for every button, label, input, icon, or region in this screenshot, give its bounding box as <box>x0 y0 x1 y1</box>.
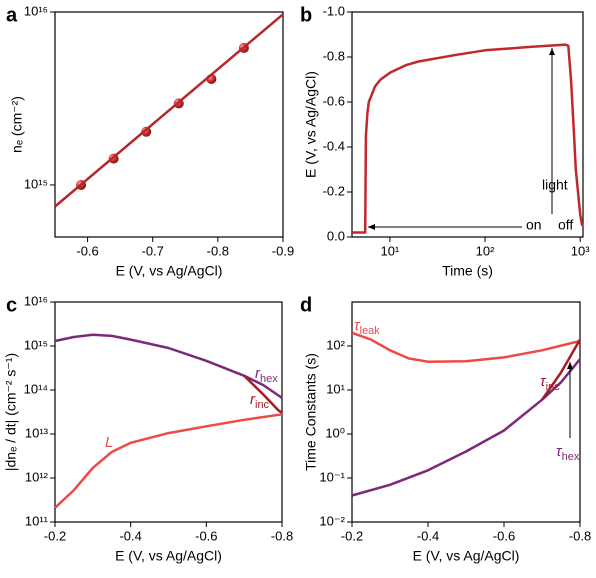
series-subscript: inc <box>546 381 561 393</box>
series-name: L <box>105 434 113 451</box>
x-tick-label: -0.4 <box>417 528 439 543</box>
series-subscript: inc <box>255 399 270 411</box>
data-point <box>141 126 152 137</box>
series-name: r <box>250 391 256 408</box>
data-line <box>243 374 283 414</box>
y-tick-label: 10⁻² <box>319 513 345 528</box>
series-subscript: hex <box>260 373 278 385</box>
x-axis-title: E (V, vs Ag/AgCl) <box>413 548 520 564</box>
x-tick-label: 10² <box>476 243 495 258</box>
series-label: rhex <box>255 365 278 385</box>
series-subscript: leak <box>360 325 381 337</box>
y-tick-label: -0.8 <box>323 48 345 63</box>
y-tick-label: -0.2 <box>323 183 345 198</box>
x-axis-title: E (V, vs Ag/AgCl) <box>115 548 222 564</box>
data-line <box>54 333 283 399</box>
series-label: L <box>105 434 113 451</box>
panel-letter: b <box>300 4 312 26</box>
y-tick-label: 10¹¹ <box>25 513 49 528</box>
panel-letter: d <box>300 294 312 316</box>
data-line <box>352 43 584 234</box>
y-tick-label: 10¹⁵ <box>24 337 48 352</box>
y-axis-title: E (V, vs Ag/AgCl) <box>303 71 319 178</box>
y-tick-label: 10⁰ <box>325 425 345 440</box>
y-tick-label: 10¹² <box>25 469 49 484</box>
series-label: τinc <box>540 373 560 393</box>
y-tick-label: 10¹⁶ <box>24 3 48 18</box>
x-tick-label: -0.8 <box>569 528 591 543</box>
x-tick-label: 10¹ <box>380 243 399 258</box>
x-tick-label: -0.6 <box>493 528 515 543</box>
data-line <box>54 13 284 208</box>
panel-letter: a <box>6 4 18 26</box>
x-tick-label: -0.9 <box>272 243 294 258</box>
x-axis-title: E (V, vs Ag/AgCl) <box>116 263 223 279</box>
y-tick-label: 10¹⁵ <box>24 176 48 191</box>
series-name: r <box>255 365 261 382</box>
x-axis-title: Time (s) <box>442 263 493 279</box>
annotation: on <box>526 217 542 233</box>
series-label: rinc <box>250 391 270 411</box>
x-tick-label: -0.2 <box>44 528 66 543</box>
x-tick-label: -0.2 <box>341 528 363 543</box>
annotation: off <box>558 217 573 233</box>
y-tick-label: 10¹³ <box>25 425 49 440</box>
plot-frame <box>351 301 581 523</box>
series-name: τ <box>354 317 361 334</box>
y-tick-label: 10¹⁶ <box>24 293 48 308</box>
y-tick-label: 10¹ <box>326 381 345 396</box>
series-label: τleak <box>354 317 380 337</box>
series-subscript: hex <box>562 451 580 463</box>
y-tick-label: 10¹⁴ <box>24 381 48 396</box>
data-line <box>54 413 283 509</box>
plot-frame <box>351 11 584 238</box>
y-tick-label: 0.0 <box>327 228 345 243</box>
x-tick-label: -0.6 <box>195 528 217 543</box>
x-tick-label: -0.8 <box>271 528 293 543</box>
y-tick-label: -1.0 <box>323 3 345 18</box>
annotation: light <box>542 177 568 193</box>
y-axis-title: nₑ (cm⁻²) <box>9 96 25 153</box>
x-tick-label: -0.4 <box>119 528 141 543</box>
y-axis-title: Time Constants (s) <box>303 353 319 471</box>
y-tick-label: -0.4 <box>323 138 345 153</box>
y-axis-title: |dnₑ / dt| (cm⁻² s⁻¹) <box>3 353 19 471</box>
data-line <box>351 331 581 363</box>
data-line <box>351 358 581 497</box>
y-tick-label: 10⁻¹ <box>319 469 345 484</box>
x-tick-label: 10³ <box>571 243 590 258</box>
series-name: τ <box>556 443 563 460</box>
series-label: τhex <box>556 443 580 463</box>
x-tick-label: -0.8 <box>207 243 229 258</box>
y-tick-label: -0.6 <box>323 93 345 108</box>
x-tick-label: -0.6 <box>76 243 98 258</box>
series-name: τ <box>540 373 547 390</box>
panel-letter: c <box>6 294 17 316</box>
plot-frame <box>54 11 284 238</box>
data-line <box>540 338 582 401</box>
y-tick-label: 10² <box>326 337 345 352</box>
x-tick-label: -0.7 <box>142 243 164 258</box>
